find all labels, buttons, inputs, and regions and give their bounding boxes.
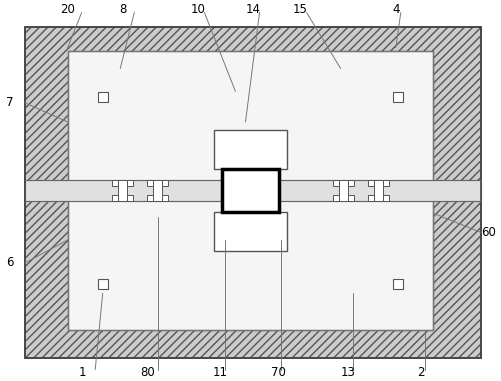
Text: 20: 20 xyxy=(60,3,75,16)
Bar xyxy=(68,51,433,330)
Bar xyxy=(118,180,127,201)
Text: 6: 6 xyxy=(7,256,14,269)
Text: 8: 8 xyxy=(119,3,126,16)
Bar xyxy=(112,180,118,186)
Bar xyxy=(333,180,339,186)
Bar xyxy=(339,180,348,201)
Text: 2: 2 xyxy=(417,366,424,379)
Bar xyxy=(393,279,403,289)
Bar xyxy=(221,168,280,213)
Text: 80: 80 xyxy=(140,366,155,379)
Bar xyxy=(127,180,133,186)
Bar xyxy=(393,92,403,102)
Bar xyxy=(25,27,481,358)
Bar xyxy=(348,195,354,201)
Text: 7: 7 xyxy=(7,96,14,109)
Text: 11: 11 xyxy=(213,366,228,379)
Bar xyxy=(127,195,133,201)
Bar xyxy=(374,180,383,201)
Bar xyxy=(68,51,433,330)
Bar xyxy=(147,195,153,201)
Bar xyxy=(383,180,389,186)
Text: 70: 70 xyxy=(271,366,286,379)
Bar xyxy=(368,180,374,186)
Bar xyxy=(333,195,339,201)
Text: 4: 4 xyxy=(392,3,399,16)
Bar xyxy=(162,180,168,186)
Bar xyxy=(98,92,108,102)
Text: 15: 15 xyxy=(293,3,308,16)
Text: 60: 60 xyxy=(481,226,496,239)
Bar xyxy=(147,180,153,186)
Bar xyxy=(25,180,481,201)
Bar xyxy=(214,130,287,168)
Text: 1: 1 xyxy=(79,366,86,379)
Bar xyxy=(348,180,354,186)
Bar xyxy=(112,195,118,201)
Text: 10: 10 xyxy=(190,3,205,16)
Bar xyxy=(162,195,168,201)
Bar xyxy=(214,213,287,251)
Text: 14: 14 xyxy=(245,3,261,16)
Bar xyxy=(368,195,374,201)
Bar xyxy=(153,180,162,201)
Bar xyxy=(25,27,481,358)
Bar xyxy=(98,279,108,289)
Bar xyxy=(383,195,389,201)
Text: 13: 13 xyxy=(341,366,356,379)
